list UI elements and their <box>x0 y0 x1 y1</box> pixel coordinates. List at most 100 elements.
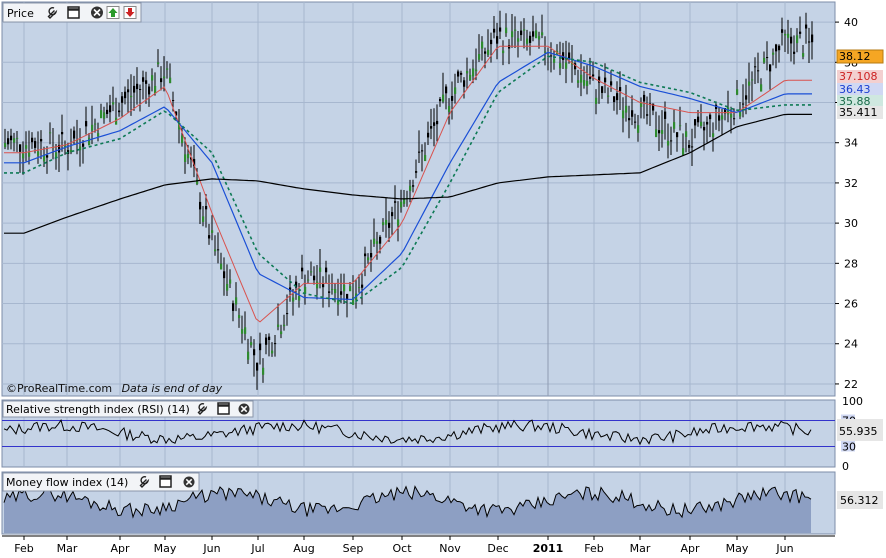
price-candle <box>229 279 232 284</box>
price-candle <box>7 138 10 145</box>
price-candle <box>265 337 268 345</box>
price-candle <box>292 297 295 302</box>
price-candle <box>691 146 694 148</box>
price-candle <box>478 54 481 60</box>
price-candle <box>421 150 424 152</box>
price-candle <box>196 179 199 185</box>
move-up-icon[interactable] <box>106 6 120 19</box>
price-candle <box>64 145 67 148</box>
price-candle <box>637 125 640 133</box>
price-candle <box>16 137 19 139</box>
price-candle <box>460 72 463 75</box>
price-candle <box>598 76 601 83</box>
price-candle <box>652 103 655 111</box>
price-candle <box>142 77 145 82</box>
x-tick-label: Feb <box>584 542 603 555</box>
mfi-lines <box>3 485 812 533</box>
price-value-tag-bg <box>837 83 883 96</box>
price-candle <box>604 77 607 83</box>
price-candle <box>202 216 205 222</box>
price-candle <box>289 287 292 292</box>
move-down-icon[interactable] <box>123 6 137 19</box>
price-candle <box>412 185 415 187</box>
rsi-panel: 10070300 Relative strength index (RSI) (… <box>1 395 883 473</box>
price-candle <box>595 97 598 104</box>
rsi-close-icon[interactable] <box>238 403 250 415</box>
price-candle <box>685 131 688 137</box>
price-candle <box>136 83 139 90</box>
price-candle <box>712 133 715 137</box>
price-candle <box>205 205 208 210</box>
price-candle <box>415 171 418 173</box>
price-candle <box>664 111 667 119</box>
price-candle <box>295 281 298 288</box>
price-candle <box>457 71 460 77</box>
price-candle <box>100 110 103 119</box>
rsi-y-tick-label: 30 <box>842 441 856 454</box>
price-candle <box>94 123 97 125</box>
x-axis: Feb Mar Apr May Jun Jul Aug Sep Oct Nov Dec 2011 Feb… <box>2 535 835 555</box>
price-candle <box>424 155 427 162</box>
price-candle <box>646 114 649 116</box>
ma-black-line <box>4 113 812 234</box>
mfi-maximize-icon[interactable] <box>159 475 172 488</box>
price-candle <box>283 324 286 327</box>
x-tick-label: Sep <box>343 542 364 555</box>
rsi-wrench-icon[interactable] <box>197 403 208 415</box>
rsi-value-tag: 55.935 <box>839 425 878 438</box>
price-candle <box>109 105 112 113</box>
mfi-wrench-icon[interactable] <box>139 476 150 488</box>
price-candle <box>661 130 664 134</box>
price-candle <box>451 95 454 101</box>
wrench-icon[interactable] <box>47 7 58 19</box>
price-candle <box>718 115 721 121</box>
price-candle <box>736 89 739 95</box>
price-candle <box>175 111 178 116</box>
price-candle <box>364 253 367 257</box>
price-candle <box>496 36 499 44</box>
mfi-header-bg <box>2 472 200 492</box>
price-candle <box>343 284 346 292</box>
price-candle <box>31 137 34 143</box>
price-candle <box>676 132 679 138</box>
price-candle <box>250 342 253 346</box>
price-candle <box>520 30 523 36</box>
price-candle <box>382 222 385 226</box>
price-candle <box>115 117 118 125</box>
price-candle <box>124 91 127 99</box>
price-candle <box>667 140 670 146</box>
price-candle <box>211 230 214 233</box>
price-candle <box>544 51 547 53</box>
maximize-icon[interactable] <box>67 6 80 19</box>
price-candle <box>514 29 517 31</box>
price-candle <box>328 291 331 293</box>
x-tick-label: Feb <box>14 542 33 555</box>
rsi-maximize-icon[interactable] <box>217 402 230 415</box>
price-candle <box>751 79 754 81</box>
price-candle <box>769 64 772 72</box>
price-value-tag: 35.88 <box>839 95 871 108</box>
price-value-tag: 37.108 <box>839 70 878 83</box>
price-candle <box>121 96 124 103</box>
price-candle <box>151 75 154 81</box>
price-y-tick-label: 26 <box>844 298 858 311</box>
price-candle <box>592 74 595 77</box>
x-tick-label: Apr <box>680 542 700 555</box>
close-icon[interactable] <box>91 6 103 19</box>
price-candle <box>298 296 301 301</box>
mfi-area <box>4 486 811 533</box>
price-candle <box>361 284 364 288</box>
mfi-close-icon[interactable] <box>183 476 195 488</box>
price-candle <box>235 297 238 305</box>
price-candle <box>694 119 697 126</box>
price-candle <box>766 57 769 59</box>
price-candle <box>589 76 592 79</box>
source-footnote: ©ProRealTime.com Data is end of day <box>6 382 223 395</box>
price-candle <box>733 118 736 120</box>
price-candle <box>319 267 322 272</box>
price-candle <box>70 149 73 153</box>
price-candle <box>13 138 16 143</box>
price-candle <box>397 219 400 226</box>
price-title: Price <box>7 7 34 20</box>
